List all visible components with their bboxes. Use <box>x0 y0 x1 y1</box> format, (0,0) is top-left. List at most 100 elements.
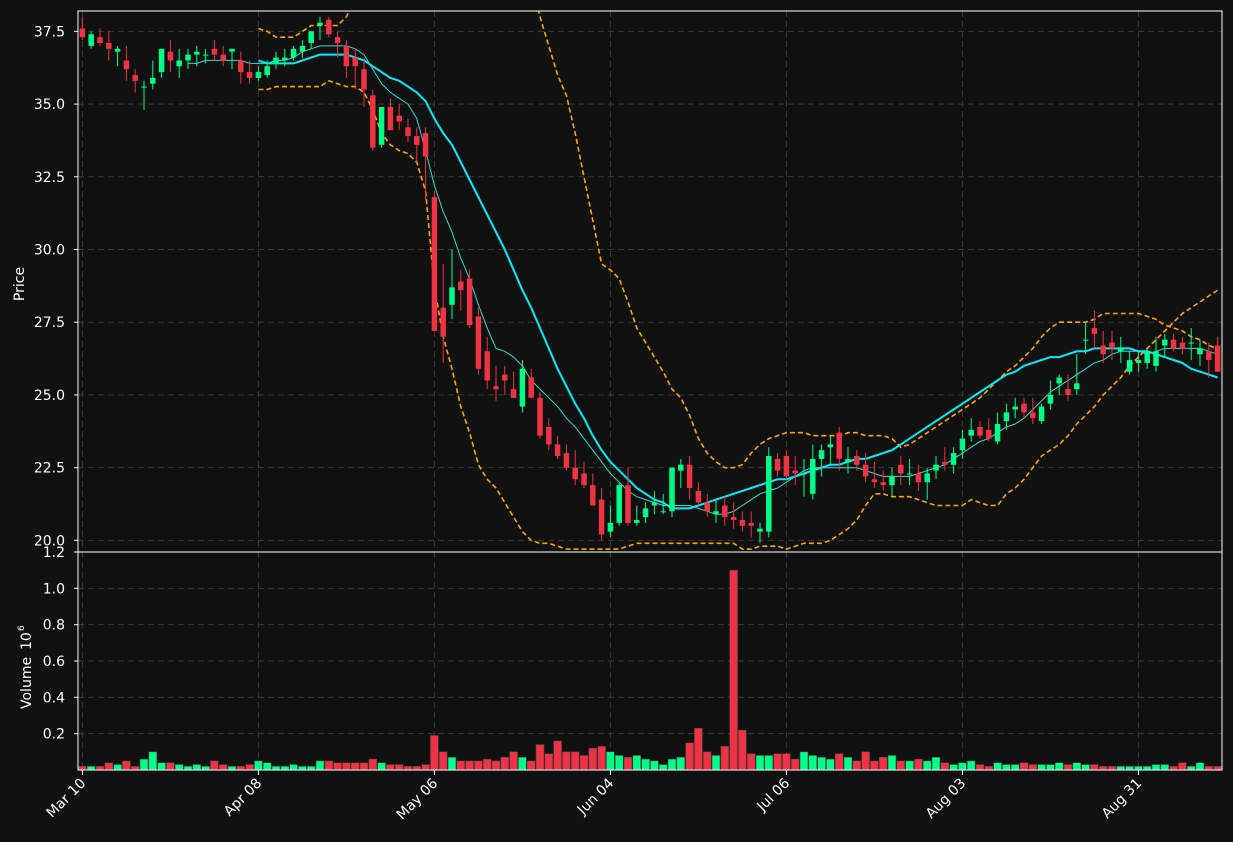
volume-bar <box>931 757 941 770</box>
volume-bar <box>386 764 395 770</box>
volume-bar <box>808 755 818 770</box>
candle-body <box>774 458 781 471</box>
volume-bar <box>394 764 404 770</box>
candle-body <box>1109 342 1115 349</box>
volume-bar <box>218 764 228 770</box>
volume-bar <box>174 764 184 770</box>
candle-body <box>1047 394 1054 404</box>
candle-body <box>933 464 939 471</box>
volume-bar <box>210 760 219 770</box>
volume-bar <box>843 757 853 770</box>
volume-bar <box>966 760 976 770</box>
candle-body <box>959 438 966 451</box>
volume-bar <box>975 764 985 770</box>
price-y-ticks: 20.0 22.5 25.0 27.5 30.0 32.5 35.0 37.5 <box>34 24 78 549</box>
volume-bar <box>1090 764 1099 770</box>
volume-bar <box>1151 764 1161 770</box>
candle-body <box>299 45 306 52</box>
volume-bar <box>465 760 474 770</box>
candle-body <box>528 377 534 398</box>
price-moving-averages <box>188 45 1218 515</box>
volume-bar <box>870 760 879 770</box>
candle-body <box>1038 406 1045 422</box>
candle-body <box>977 426 983 436</box>
candle-body <box>387 106 394 131</box>
volume-bar <box>227 766 237 770</box>
candle-body <box>167 51 174 61</box>
candle-body <box>1170 339 1177 349</box>
candle-body <box>202 54 209 56</box>
candle-body <box>546 426 552 445</box>
volume-bar <box>1002 764 1011 770</box>
volume-bar <box>720 746 730 770</box>
volume-bar <box>702 751 712 770</box>
volume-bar <box>940 762 950 770</box>
price-y-tick-label: 32.5 <box>34 170 65 186</box>
candle-body <box>246 72 253 78</box>
volume-bar <box>650 760 659 770</box>
candle-body <box>950 453 957 465</box>
candle-body <box>1126 360 1133 372</box>
volume-bar <box>667 758 677 770</box>
volume-bar <box>949 764 958 770</box>
candle-body <box>422 133 429 157</box>
candle-body <box>1153 351 1159 366</box>
candle-body <box>906 473 913 475</box>
volume-bar <box>139 758 149 770</box>
volume-bar <box>729 569 738 770</box>
candle-body <box>334 37 341 43</box>
candle-body <box>1135 360 1142 363</box>
volume-bar <box>632 755 642 770</box>
candle-body <box>1118 348 1124 352</box>
volume-bar <box>1213 766 1222 770</box>
candle-body <box>1144 351 1150 363</box>
volume-bar <box>606 751 615 770</box>
volume-bar <box>245 764 254 770</box>
volume-bar <box>658 764 668 770</box>
candle-body <box>783 456 790 477</box>
volume-bar <box>271 766 281 770</box>
volume-bar <box>412 766 422 770</box>
candle-body <box>678 464 684 471</box>
price-y-tick-label: 27.5 <box>34 315 65 331</box>
candle-body <box>273 57 279 64</box>
candle-body <box>739 520 746 526</box>
price-y-tick-label: 22.5 <box>34 461 65 477</box>
candle-body <box>414 136 420 145</box>
volume-bar <box>1195 762 1205 770</box>
volume-bar <box>1169 766 1178 770</box>
candle-body <box>704 502 710 512</box>
candle-body <box>97 37 103 43</box>
volume-bar <box>764 755 774 770</box>
candle-body <box>211 48 218 55</box>
volume-bar <box>104 762 114 770</box>
candle-body <box>308 31 314 43</box>
volume-bar <box>1107 766 1117 770</box>
candle-body <box>862 464 869 477</box>
candle-body <box>466 278 473 326</box>
volume-grid <box>78 551 1222 770</box>
candle-body <box>757 528 763 532</box>
candle-body <box>361 69 367 90</box>
volume-bar <box>790 758 800 770</box>
volume-bar <box>500 757 510 770</box>
volume-bar <box>1019 762 1029 770</box>
volume-bar <box>817 757 826 770</box>
candle-body <box>590 485 596 506</box>
candle-body <box>660 511 666 513</box>
price-grid <box>78 11 1222 552</box>
candle-body <box>1082 339 1089 341</box>
volume-bar <box>694 727 703 770</box>
candle-body <box>1030 412 1036 419</box>
volume-y-tick-label: 0.8 <box>43 618 65 634</box>
volume-bar <box>192 764 202 770</box>
volume-bar <box>922 760 932 770</box>
price-candles <box>79 16 1221 544</box>
candle-body <box>766 456 772 532</box>
candle-body <box>255 72 262 78</box>
candle-body <box>502 374 508 381</box>
volume-bar <box>298 766 307 770</box>
volume-bar <box>782 753 791 770</box>
volume-bar <box>641 758 650 770</box>
